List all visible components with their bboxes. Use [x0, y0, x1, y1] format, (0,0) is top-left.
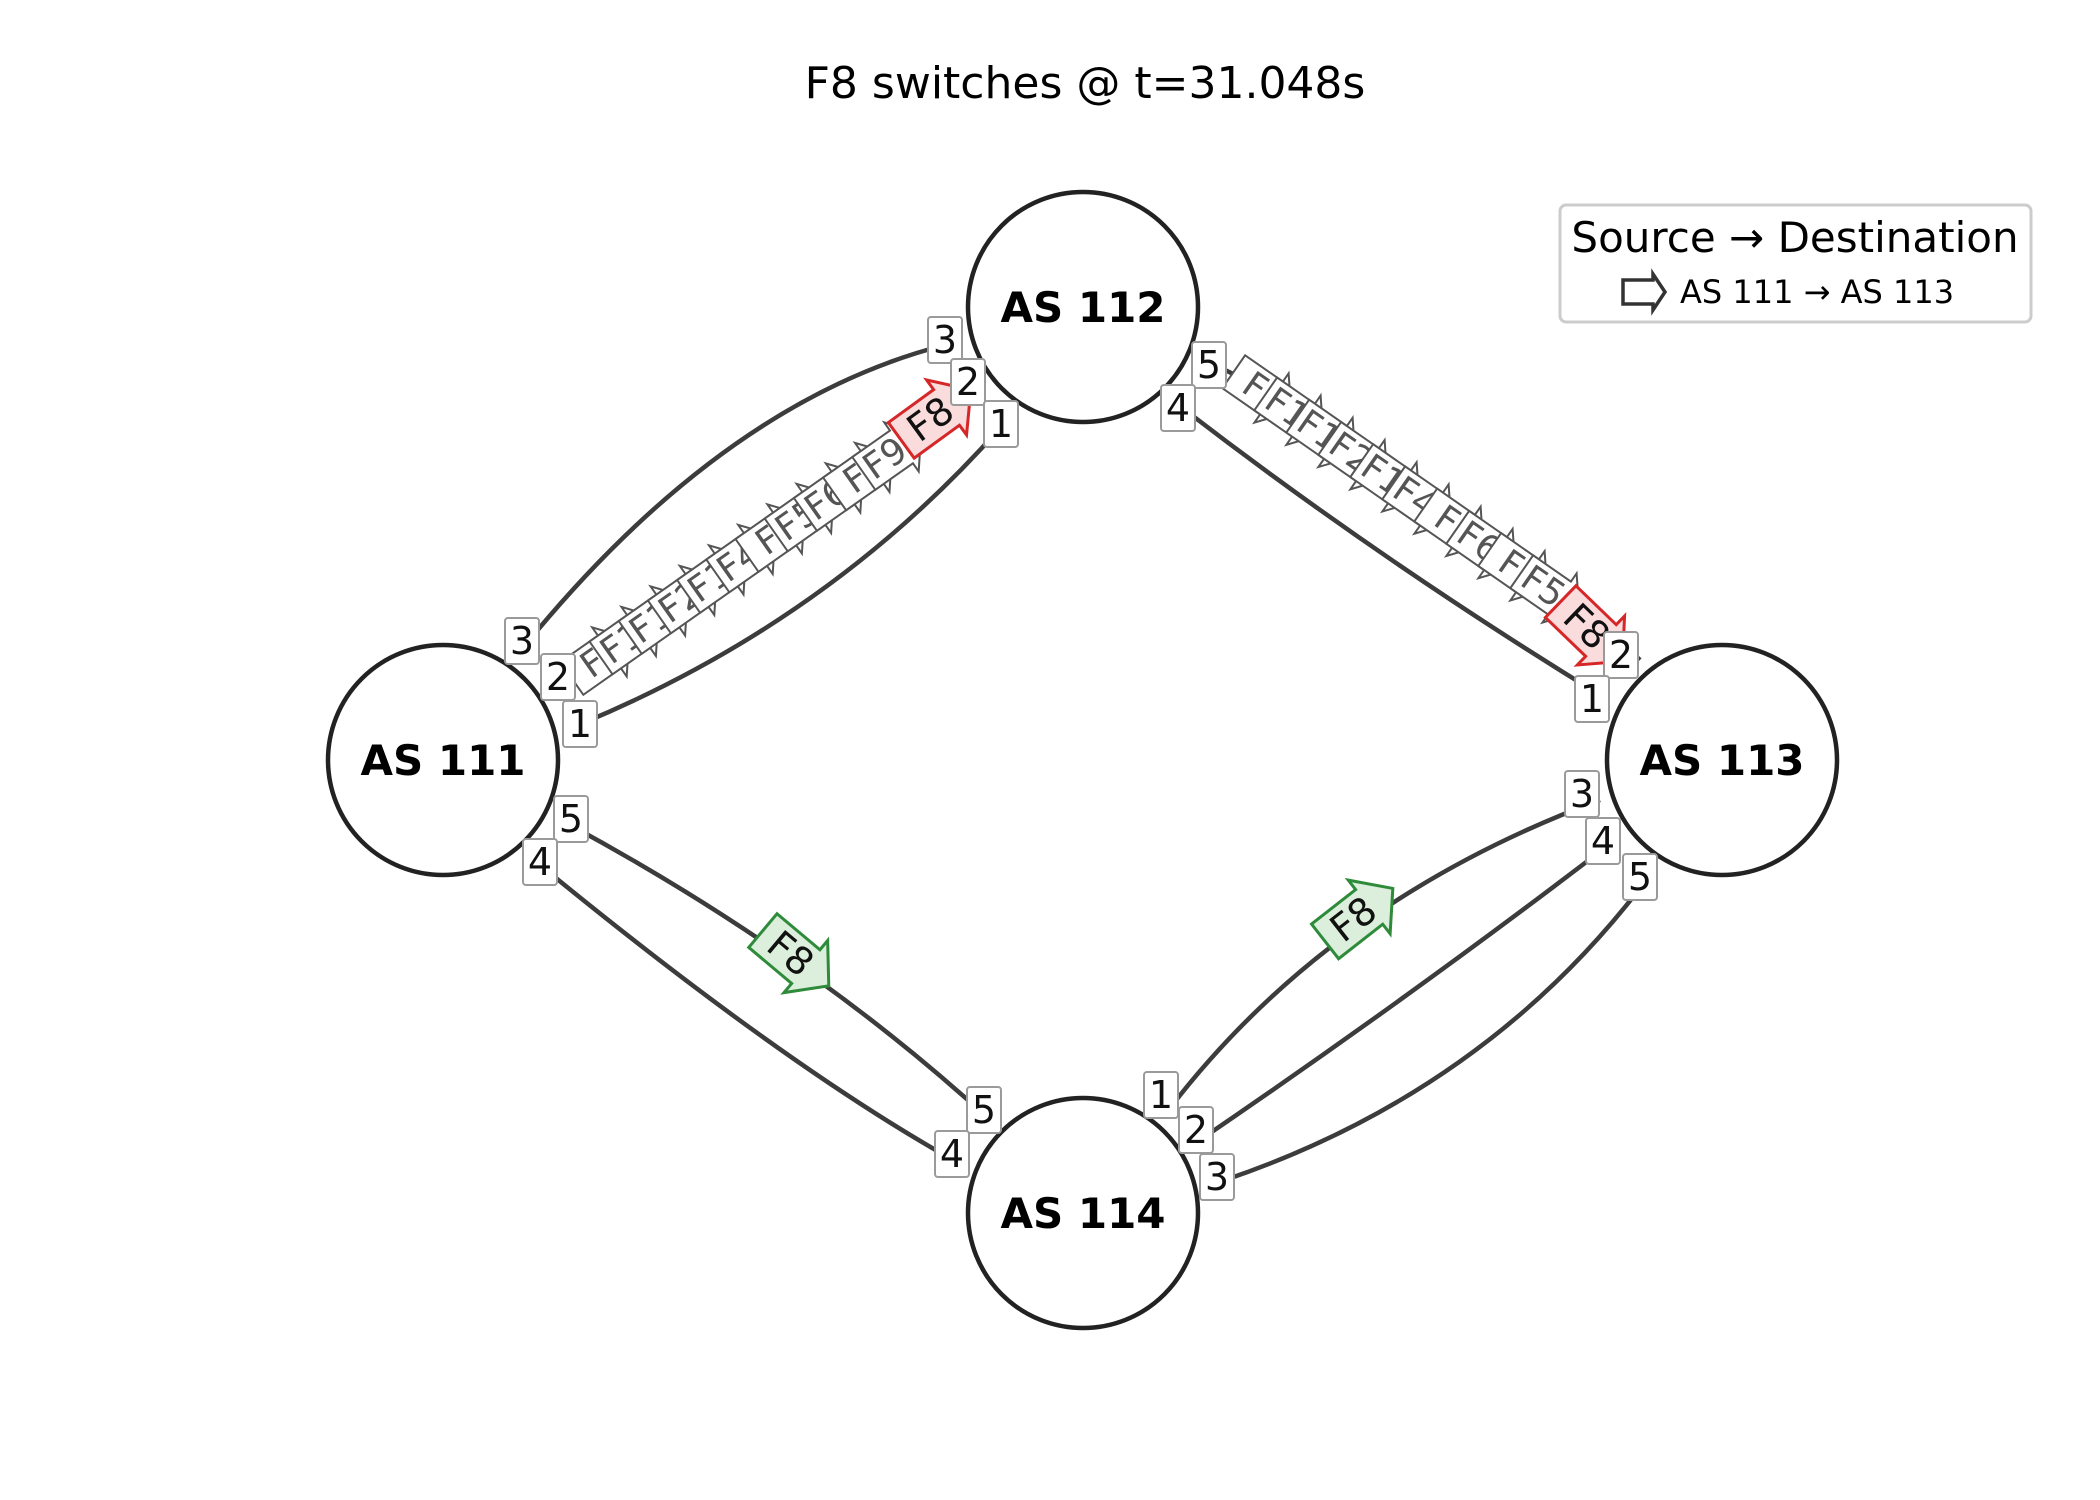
port-label: 4 [522, 838, 558, 886]
port-label: 4 [934, 1130, 970, 1178]
svg-text:5: 5 [1628, 855, 1652, 899]
svg-text:4: 4 [1591, 819, 1615, 863]
link-114-113-port3 [1224, 873, 1652, 1183]
svg-text:5: 5 [972, 1088, 996, 1132]
node-as-112[interactable]: AS 112 [965, 189, 1201, 425]
node-circle [965, 1095, 1201, 1331]
node-circle [965, 189, 1201, 425]
port-label: 1 [983, 400, 1019, 448]
legend: Source → Destination AS 111 → AS 113 [1558, 203, 2033, 324]
svg-text:5: 5 [1197, 343, 1221, 387]
node-as-111[interactable]: AS 111 [325, 642, 561, 878]
svg-text:2: 2 [546, 655, 570, 699]
port-labels: 3 2 1 5 4 3 2 1 [504, 316, 1658, 1201]
svg-text:4: 4 [528, 840, 552, 884]
node-as-114[interactable]: AS 114 [965, 1095, 1201, 1331]
port-label: 3 [1564, 770, 1600, 818]
port-label: 4 [1160, 384, 1196, 432]
flow-arrow-shape [746, 911, 831, 995]
port-label: 1 [1574, 675, 1610, 723]
port-label: 3 [927, 316, 963, 364]
svg-text:5: 5 [559, 797, 583, 841]
port-label: 3 [504, 617, 540, 665]
svg-text:2: 2 [1609, 633, 1633, 677]
link-114-113-port2 [1198, 838, 1617, 1142]
node-circle [325, 642, 561, 878]
port-label: 1 [562, 700, 598, 748]
svg-text:3: 3 [510, 619, 534, 663]
port-label: 1 [1143, 1071, 1179, 1119]
arrow-outline-icon [1621, 268, 1668, 316]
svg-text:2: 2 [1184, 1108, 1208, 1152]
legend-entry-label: AS 111 → AS 113 [1680, 273, 1954, 311]
node-label: AS 113 [1639, 736, 1804, 785]
svg-text:1: 1 [989, 402, 1013, 446]
svg-text:1: 1 [568, 702, 592, 746]
node-label: AS 111 [360, 736, 525, 785]
port-label: 2 [1178, 1106, 1214, 1154]
svg-text:3: 3 [1570, 772, 1594, 816]
flow-arrow-new-111-114: F8 [746, 911, 831, 995]
port-label: 5 [1622, 853, 1658, 901]
port-label: 3 [1199, 1153, 1235, 1201]
node-label: AS 112 [1000, 283, 1165, 332]
svg-text:4: 4 [1166, 386, 1190, 430]
link-111-112-port3 [534, 342, 946, 634]
port-label: 2 [540, 653, 576, 701]
port-label: 5 [553, 795, 589, 843]
node-label: AS 114 [1000, 1189, 1165, 1238]
svg-text:1: 1 [1149, 1073, 1173, 1117]
flow-arrow-shape [1309, 877, 1395, 961]
legend-frame [1558, 203, 2033, 324]
link-111-114-port4 [538, 863, 964, 1167]
legend-entry: AS 111 → AS 113 [1621, 268, 1954, 316]
node-circle [1604, 642, 1840, 878]
link-114-113-port1 [1168, 797, 1601, 1110]
link-112-113-port4 [1183, 408, 1602, 697]
port-label: 2 [950, 358, 986, 406]
svg-text:3: 3 [933, 318, 957, 362]
port-label: 4 [1585, 817, 1621, 865]
links-layer [534, 342, 1652, 1183]
port-label: 2 [1603, 631, 1639, 679]
port-label: 5 [966, 1086, 1002, 1134]
svg-text:1: 1 [1580, 677, 1604, 721]
svg-text:3: 3 [1205, 1155, 1229, 1199]
svg-text:4: 4 [940, 1132, 964, 1176]
legend-title: Source → Destination [1571, 213, 2018, 262]
node-as-113[interactable]: AS 113 [1604, 642, 1840, 878]
diagram-title: F8 switches @ t=31.048s [805, 58, 1366, 109]
port-label: 5 [1191, 341, 1227, 389]
link-111-112-port1 [582, 426, 1002, 726]
svg-text:2: 2 [956, 360, 980, 404]
